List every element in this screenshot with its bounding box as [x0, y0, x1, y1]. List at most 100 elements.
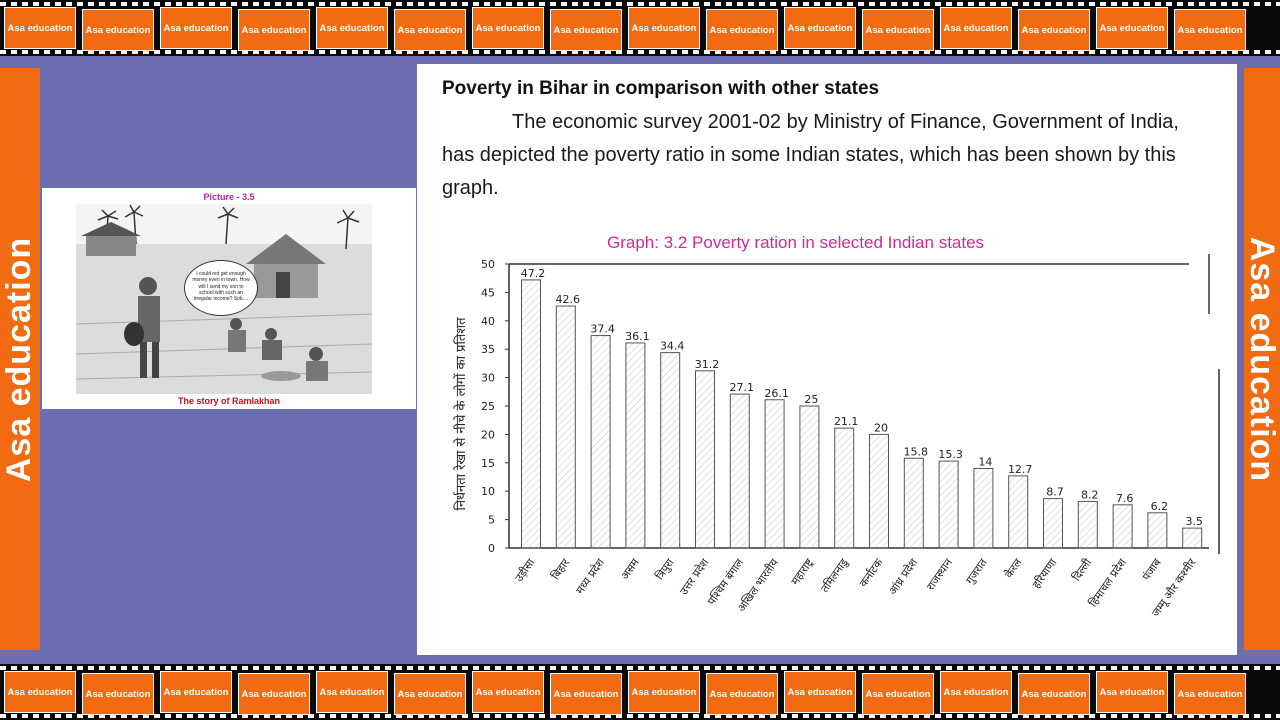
section-paragraph: The economic survey 2001-02 by Ministry …: [442, 111, 1179, 199]
bottom-banner-tiles: Asa education Asa education Asa education A…: [0, 671, 1280, 715]
bar-value-label: 8.2: [1081, 488, 1099, 501]
bar: [729, 393, 750, 549]
banner-tile: Asa education: [238, 9, 310, 51]
x-tick-label: बिहार: [549, 556, 573, 582]
banner-tile: Asa education: [316, 671, 388, 713]
banner-tile: Asa education: [1174, 673, 1246, 715]
bar: [660, 352, 681, 549]
y-tick-label: 50: [481, 258, 495, 271]
y-tick-label: 30: [481, 372, 495, 385]
bar-value-label: 25: [804, 393, 818, 406]
banner-tile: Asa education: [160, 671, 232, 713]
x-tick-label: हरियाणा: [1030, 556, 1060, 591]
banner-tile: Asa education: [862, 673, 934, 715]
y-tick-label: 20: [481, 428, 495, 441]
bar-value-label: 34.4: [660, 340, 685, 353]
bar: [938, 460, 959, 549]
bar: [834, 427, 855, 549]
bar: [695, 370, 715, 549]
bar: [555, 305, 576, 549]
y-tick-label: 25: [481, 400, 495, 413]
x-tick-label: मध्य प्रदेश: [573, 556, 607, 597]
film-perforations: [0, 714, 1280, 718]
banner-tile: Asa education: [940, 7, 1012, 49]
banner-tile: Asa education: [1096, 7, 1168, 49]
bar-value-label: 12.7: [1008, 463, 1032, 476]
bottom-film-strip: Asa education Asa education Asa education A…: [0, 664, 1280, 720]
banner-tile: Asa education: [316, 7, 388, 49]
bar: [869, 433, 889, 549]
picture-label: Picture - 3.5: [203, 192, 255, 202]
section-heading: Poverty in Bihar in comparison with othe…: [442, 78, 880, 99]
bar-value-label: 8.7: [1046, 486, 1064, 499]
banner-tile: Asa education: [550, 9, 622, 51]
bar: [799, 405, 820, 549]
x-tick-label: उड़ीसा: [512, 556, 537, 584]
banner-tile: Asa education: [1018, 673, 1090, 715]
y-tick-label: 40: [481, 315, 495, 328]
cartoon-illustration: I could not get enough money even in tow…: [76, 204, 372, 394]
bar-value-label: 42.6: [556, 293, 581, 306]
bar: [590, 335, 611, 549]
x-tick-label: दिल्ली: [1070, 556, 1094, 583]
banner-tile: Asa education: [940, 671, 1012, 713]
banner-tile: Asa education: [862, 9, 934, 51]
bar: [521, 279, 541, 549]
banner-tile: Asa education: [706, 9, 778, 51]
x-tick-label: राजस्थान: [924, 556, 956, 593]
y-tick-label: 10: [481, 485, 495, 498]
banner-tile: Asa education: [394, 673, 466, 715]
graph-title: Graph: 3.2 Poverty ration in selected In…: [607, 233, 985, 252]
bar: [973, 467, 994, 549]
bar-value-label: 36.1: [625, 330, 650, 343]
top-banner-tiles: Asa education Asa education Asa education A…: [0, 7, 1280, 51]
y-tick-label: 35: [481, 343, 495, 356]
x-tick-label: महाराष्ट्र: [789, 556, 817, 588]
document-page: Poverty in Bihar in comparison with othe…: [417, 64, 1237, 655]
right-side-banner: Asa education: [1244, 68, 1280, 650]
banner-tile: Asa education: [160, 7, 232, 49]
y-tick-label: 5: [488, 514, 495, 527]
y-tick-label: 0: [488, 542, 495, 555]
x-tick-label: त्रिपुरा: [653, 556, 677, 582]
poverty-bar-chart: निर्धनता रेखा से नीचे के लोगों का प्रतिश…: [453, 254, 1220, 620]
x-tick-label: गुजरात: [963, 556, 990, 587]
film-perforations: [0, 2, 1280, 6]
x-tick-label: पंजाब: [1140, 556, 1165, 583]
speech-bubble: I could not get enough money even in tow…: [184, 260, 258, 316]
bar-value-label: 21.1: [834, 415, 859, 428]
bar-value-label: 14: [978, 455, 992, 468]
bar-value-label: 31.2: [695, 358, 720, 371]
bar-value-label: 3.5: [1185, 515, 1203, 528]
bar-value-label: 15.8: [904, 445, 929, 458]
x-tick-label: कर्नाटक: [857, 556, 886, 590]
film-perforations: [0, 50, 1280, 54]
banner-tile: Asa education: [1018, 9, 1090, 51]
y-axis-label: निर्धनता रेखा से नीचे के लोगों का प्रतिश…: [453, 317, 469, 511]
banner-tile: Asa education: [82, 9, 154, 51]
banner-tile: Asa education: [628, 671, 700, 713]
picture-caption: The story of Ramlakhan: [177, 396, 281, 406]
bar-value-label: 27.1: [730, 381, 755, 394]
film-perforations: [0, 666, 1280, 670]
bar: [1008, 475, 1029, 549]
banner-tile: Asa education: [472, 671, 544, 713]
banner-tile: Asa education: [4, 671, 76, 713]
y-tick-label: 45: [481, 286, 495, 299]
top-film-strip: Asa education Asa education Asa education A…: [0, 0, 1280, 56]
bar-value-label: 15.3: [938, 448, 963, 461]
x-tick-label: केरल: [1002, 556, 1025, 581]
banner-tile: Asa education: [472, 7, 544, 49]
banner-tile: Asa education: [628, 7, 700, 49]
banner-tile: Asa education: [1096, 671, 1168, 713]
x-tick-label: असम: [618, 556, 642, 582]
bar-value-label: 47.2: [521, 267, 546, 280]
banner-tile: Asa education: [550, 673, 622, 715]
x-tick-label: उत्तर प्रदेश: [677, 556, 712, 598]
bar: [625, 342, 646, 549]
bar: [903, 457, 924, 549]
banner-tile: Asa education: [1174, 9, 1246, 51]
banner-tile: Asa education: [82, 673, 154, 715]
banner-tile: Asa education: [394, 9, 466, 51]
bar-value-label: 20: [874, 421, 888, 434]
